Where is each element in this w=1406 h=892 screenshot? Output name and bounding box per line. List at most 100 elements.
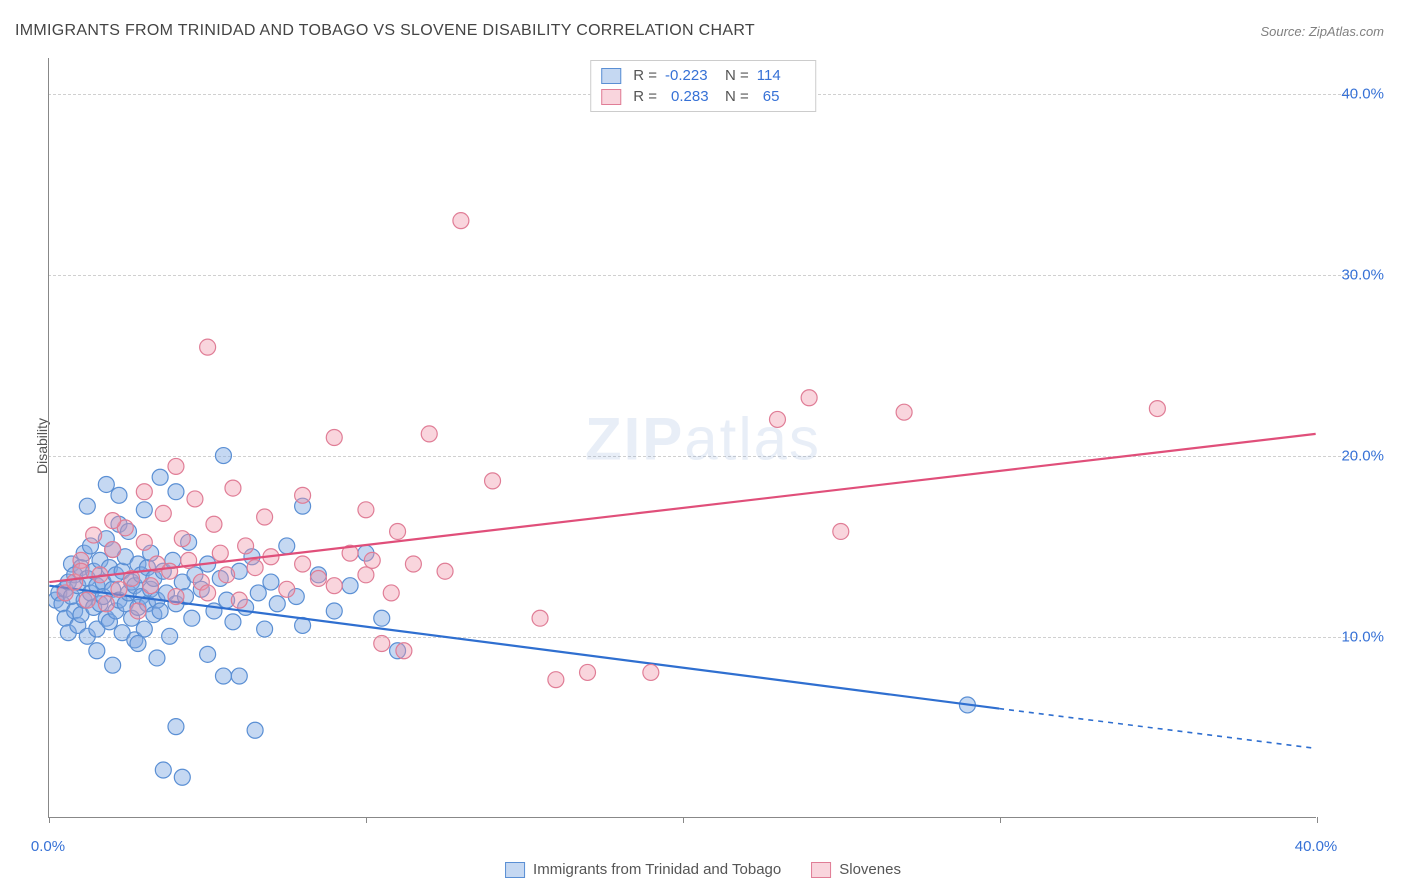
data-point: [130, 603, 146, 619]
data-point: [295, 487, 311, 503]
data-point: [437, 563, 453, 579]
data-point: [247, 722, 263, 738]
data-point: [390, 523, 406, 539]
data-point: [168, 458, 184, 474]
x-tick-mark: [683, 817, 684, 823]
data-point: [136, 534, 152, 550]
data-point: [453, 213, 469, 229]
data-point: [1149, 401, 1165, 417]
data-point: [532, 610, 548, 626]
data-point: [155, 505, 171, 521]
r-label: R =: [633, 67, 657, 84]
trend-line: [49, 586, 999, 709]
data-point: [269, 596, 285, 612]
data-point: [136, 621, 152, 637]
data-point: [174, 531, 190, 547]
data-point: [396, 643, 412, 659]
data-point: [374, 636, 390, 652]
data-point: [279, 581, 295, 597]
data-point: [174, 769, 190, 785]
source-label: Source: ZipAtlas.com: [1260, 24, 1384, 39]
data-point: [219, 567, 235, 583]
data-point: [215, 448, 231, 464]
data-point: [279, 538, 295, 554]
data-point: [152, 603, 168, 619]
data-point: [130, 636, 146, 652]
data-point: [231, 592, 247, 608]
data-point: [374, 610, 390, 626]
legend-label-0: Immigrants from Trinidad and Tobago: [533, 861, 781, 878]
data-point: [358, 567, 374, 583]
data-point: [200, 585, 216, 601]
data-point: [79, 498, 95, 514]
data-point: [89, 643, 105, 659]
y-tick-label: 10.0%: [1341, 629, 1384, 646]
data-point: [136, 502, 152, 518]
data-point: [896, 404, 912, 420]
data-point: [136, 484, 152, 500]
data-point: [200, 646, 216, 662]
legend-swatch-pink: [811, 862, 831, 878]
data-point: [105, 513, 121, 529]
r-label: R =: [633, 88, 657, 105]
data-point: [257, 621, 273, 637]
data-point: [580, 664, 596, 680]
data-point: [149, 650, 165, 666]
swatch-pink: [601, 89, 621, 105]
data-point: [250, 585, 266, 601]
data-point: [168, 484, 184, 500]
data-point: [200, 339, 216, 355]
data-point: [833, 523, 849, 539]
data-point: [162, 563, 178, 579]
data-point: [263, 574, 279, 590]
y-tick-label: 40.0%: [1341, 86, 1384, 103]
swatch-blue: [601, 68, 621, 84]
data-point: [98, 476, 114, 492]
data-point: [98, 596, 114, 612]
data-point: [79, 592, 95, 608]
x-tick-label: 40.0%: [1295, 838, 1338, 855]
data-point: [326, 603, 342, 619]
data-point: [364, 552, 380, 568]
stats-row-1: R = 0.283 N = 65: [601, 86, 805, 107]
data-point: [162, 628, 178, 644]
x-tick-mark: [1317, 817, 1318, 823]
data-point: [168, 589, 184, 605]
data-point: [143, 578, 159, 594]
n-label: N =: [725, 67, 749, 84]
data-point: [801, 390, 817, 406]
data-point: [358, 502, 374, 518]
data-point: [152, 469, 168, 485]
data-point: [225, 614, 241, 630]
data-point: [187, 491, 203, 507]
data-point: [86, 527, 102, 543]
data-point: [295, 556, 311, 572]
data-point: [257, 509, 273, 525]
trend-line: [49, 434, 1315, 582]
data-point: [383, 585, 399, 601]
data-point: [105, 657, 121, 673]
r-value-0: -0.223: [665, 67, 713, 84]
data-point: [643, 664, 659, 680]
plot-area: [48, 58, 1316, 818]
data-point: [111, 581, 127, 597]
legend-swatch-blue: [505, 862, 525, 878]
r-value-1: 0.283: [665, 88, 713, 105]
data-point: [111, 487, 127, 503]
data-point: [155, 762, 171, 778]
n-value-1: 65: [757, 88, 805, 105]
data-point: [769, 411, 785, 427]
y-tick-label: 20.0%: [1341, 448, 1384, 465]
chart-title: IMMIGRANTS FROM TRINIDAD AND TOBAGO VS S…: [15, 22, 755, 40]
n-value-0: 114: [757, 67, 805, 84]
data-point: [548, 672, 564, 688]
legend-item-0: Immigrants from Trinidad and Tobago: [505, 861, 781, 878]
stats-box: R = -0.223 N = 114 R = 0.283 N = 65: [590, 60, 816, 112]
x-tick-label: 0.0%: [31, 838, 65, 855]
data-point: [215, 668, 231, 684]
data-point: [212, 545, 228, 561]
x-tick-mark: [49, 817, 50, 823]
y-tick-label: 30.0%: [1341, 267, 1384, 284]
legend-label-1: Slovenes: [839, 861, 901, 878]
data-point: [342, 578, 358, 594]
